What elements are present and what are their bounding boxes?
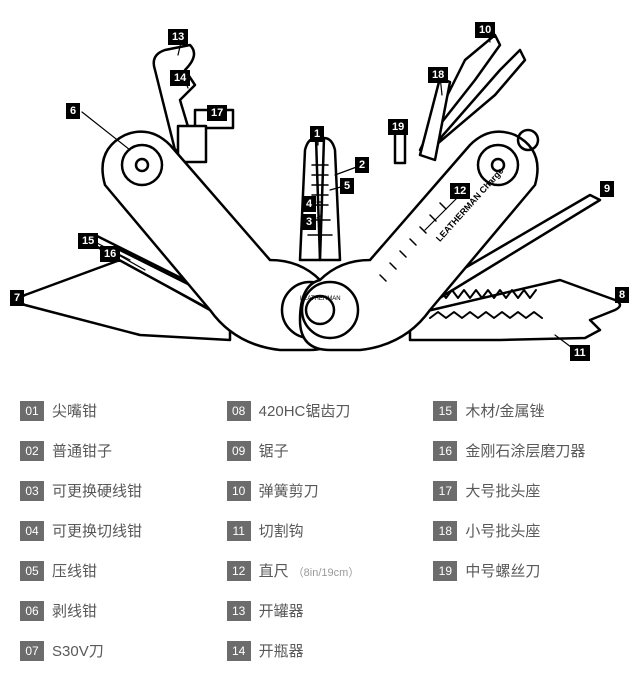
legend-label: 开罐器 — [259, 600, 304, 621]
legend-item-03: 03 可更换硬线钳 — [20, 480, 207, 501]
callout-17: 17 — [207, 105, 227, 121]
callout-3: 3 — [302, 214, 316, 230]
legend-item-14: 14 开瓶器 — [227, 640, 414, 661]
legend-item-15: 15 木材/金属锉 — [433, 400, 620, 421]
legend-badge: 11 — [227, 521, 251, 541]
legend-item-05: 05 压线钳 — [20, 560, 207, 581]
legend-label: 开瓶器 — [259, 640, 304, 661]
legend-item-08: 08 420HC锯齿刀 — [227, 400, 414, 421]
callout-18: 18 — [428, 67, 448, 83]
svg-text:LEATHERMAN: LEATHERMAN — [300, 296, 341, 302]
legend-label: 木材/金属锉 — [465, 400, 544, 421]
callout-8: 8 — [615, 287, 629, 303]
legend-item-01: 01 尖嘴钳 — [20, 400, 207, 421]
callout-5: 5 — [340, 178, 354, 194]
legend-item-13: 13 开罐器 — [227, 600, 414, 621]
legend-item-12: 12 直尺（8in/19cm） — [227, 560, 414, 581]
legend-item-06: 06 剥线钳 — [20, 600, 207, 621]
legend-badge: 07 — [20, 641, 44, 661]
callout-9: 9 — [600, 181, 614, 197]
legend-col-1: 01 尖嘴钳 02 普通钳子 03 可更换硬线钳 04 可更换切线钳 05 压线钳 06 剥线钳 07 S… — [20, 400, 207, 661]
callout-19: 19 — [388, 119, 408, 135]
callout-1: 1 — [310, 126, 324, 142]
legend-label: 大号批头座 — [465, 480, 540, 501]
legend-badge: 16 — [433, 441, 457, 461]
legend-item-02: 02 普通钳子 — [20, 440, 207, 461]
callout-4: 4 — [302, 196, 316, 212]
legend-label: 剥线钳 — [52, 600, 97, 621]
callout-13: 13 — [168, 29, 188, 45]
callout-2: 2 — [355, 157, 369, 173]
callout-11: 11 — [570, 345, 590, 361]
legend-sublabel: （8in/19cm） — [293, 567, 360, 579]
legend-badge: 10 — [227, 481, 251, 501]
legend-item-17: 17 大号批头座 — [433, 480, 620, 501]
legend: 01 尖嘴钳 02 普通钳子 03 可更换硬线钳 04 可更换切线钳 05 压线钳 06 剥线钳 07 S… — [20, 400, 620, 661]
callout-7: 7 — [10, 290, 24, 306]
legend-item-07: 07 S30V刀 — [20, 640, 207, 661]
legend-label: 直尺（8in/19cm） — [259, 560, 360, 581]
legend-label: 尖嘴钳 — [52, 400, 97, 421]
legend-item-10: 10 弹簧剪刀 — [227, 480, 414, 501]
callout-14: 14 — [170, 70, 190, 86]
callout-6: 6 — [66, 103, 80, 119]
legend-label: 切割钩 — [259, 520, 304, 541]
callout-16: 16 — [100, 246, 120, 262]
legend-col-2: 08420HC锯齿刀09锯子10弹簧剪刀11切割钩12直尺（8in/19cm）1… — [227, 400, 414, 661]
legend-label: 可更换硬线钳 — [52, 480, 142, 501]
legend-col-3: 15 木材/金属锉 16 金刚石涂层磨刀器 17 大号批头座 18 小号批头座 19 中号螺丝刀 — [433, 400, 620, 661]
legend-badge: 08 — [227, 401, 251, 421]
legend-item-11: 11 切割钩 — [227, 520, 414, 541]
legend-label: 420HC锯齿刀 — [259, 400, 351, 421]
legend-badge: 09 — [227, 441, 251, 461]
legend-badge: 19 — [433, 561, 457, 581]
legend-label: 普通钳子 — [52, 440, 112, 461]
legend-label: 弹簧剪刀 — [259, 480, 319, 501]
legend-badge: 01 — [20, 401, 44, 421]
legend-badge: 03 — [20, 481, 44, 501]
callout-10: 10 — [475, 22, 495, 38]
callout-12: 12 — [450, 183, 470, 199]
legend-item-09: 09 锯子 — [227, 440, 414, 461]
legend-badge: 06 — [20, 601, 44, 621]
callout-15: 15 — [78, 233, 98, 249]
legend-label: S30V刀 — [52, 640, 104, 661]
legend-badge: 13 — [227, 601, 251, 621]
legend-badge: 04 — [20, 521, 44, 541]
tool-diagram: LEATHERMAN Charge LEATHERMAN 12345678910… — [0, 0, 640, 385]
legend-label: 锯子 — [259, 440, 289, 461]
legend-label: 中号螺丝刀 — [465, 560, 540, 581]
legend-item-04: 04 可更换切线钳 — [20, 520, 207, 541]
legend-item-19: 19 中号螺丝刀 — [433, 560, 620, 581]
legend-label: 小号批头座 — [465, 520, 540, 541]
tool-svg: LEATHERMAN Charge LEATHERMAN — [0, 0, 640, 385]
legend-badge: 12 — [227, 561, 251, 581]
legend-item-16: 16 金刚石涂层磨刀器 — [433, 440, 620, 461]
legend-badge: 15 — [433, 401, 457, 421]
legend-badge: 14 — [227, 641, 251, 661]
legend-badge: 02 — [20, 441, 44, 461]
legend-item-18: 18 小号批头座 — [433, 520, 620, 541]
legend-badge: 17 — [433, 481, 457, 501]
legend-badge: 18 — [433, 521, 457, 541]
legend-label: 金刚石涂层磨刀器 — [465, 440, 585, 461]
legend-label: 压线钳 — [52, 560, 97, 581]
legend-label: 可更换切线钳 — [52, 520, 142, 541]
legend-badge: 05 — [20, 561, 44, 581]
